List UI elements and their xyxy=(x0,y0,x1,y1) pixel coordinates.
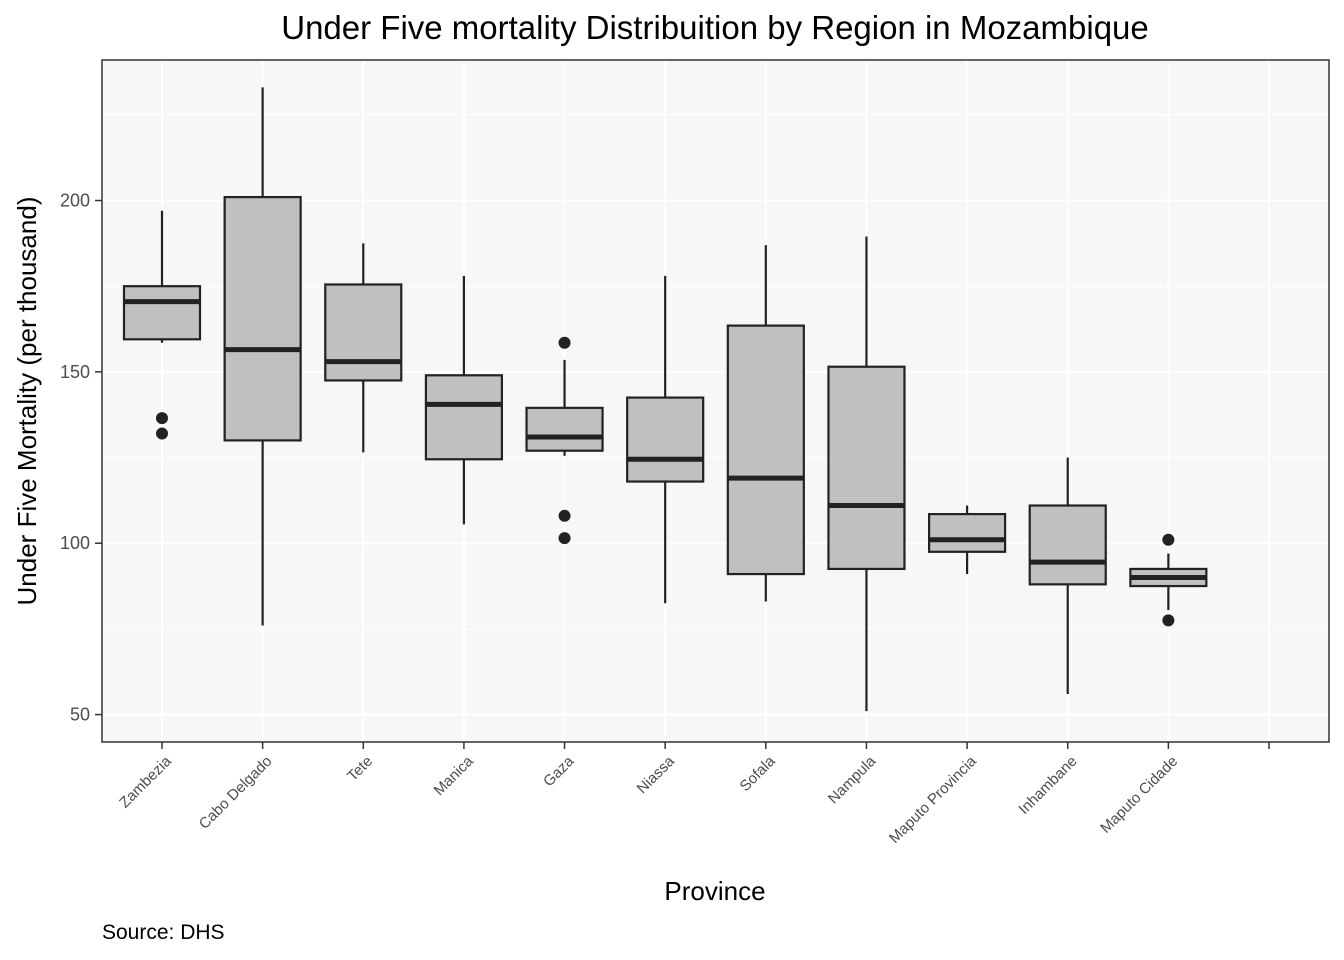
box-body xyxy=(525,406,604,452)
plot-border xyxy=(101,59,1330,743)
x-tick-label: Maputo Cidade xyxy=(1097,753,1181,837)
outlier-point xyxy=(558,336,571,349)
box-body xyxy=(324,283,403,382)
box-body xyxy=(223,195,302,442)
x-tick-label: Sofala xyxy=(737,752,780,795)
x-tick-label: Niassa xyxy=(634,752,679,797)
chart-title: Under Five mortality Distribuition by Re… xyxy=(281,9,1149,46)
box-body xyxy=(626,396,705,483)
x-axis-title: Province xyxy=(664,876,765,906)
box-nampula xyxy=(827,236,906,712)
outlier-point xyxy=(1162,533,1175,546)
x-tick-label: Zambezia xyxy=(116,752,175,811)
box-body xyxy=(827,365,906,571)
outlier-point xyxy=(156,412,168,425)
y-tick-label: 150 xyxy=(60,362,90,382)
y-tick-label: 200 xyxy=(60,191,90,211)
box-body xyxy=(1028,504,1107,586)
box-manica xyxy=(424,275,504,525)
x-tick-label: Tete xyxy=(344,753,376,785)
x-tick-label: Cabo Delgado xyxy=(196,753,276,833)
x-tick-label: Inhambane xyxy=(1015,753,1080,818)
y-tick-label: 50 xyxy=(70,705,90,725)
outlier-point xyxy=(156,427,168,440)
x-tick-label: Nampula xyxy=(825,752,880,807)
box-gaza xyxy=(525,336,604,545)
boxes xyxy=(122,87,1208,712)
box-inhambane xyxy=(1028,457,1107,695)
outlier-point xyxy=(558,509,571,522)
box-maputo-provincia xyxy=(927,505,1007,575)
box-tete xyxy=(324,243,403,453)
chart-caption: Source: DHS xyxy=(102,921,225,944)
plot-panel xyxy=(102,60,1329,742)
box-niassa xyxy=(626,275,705,604)
box-cabo-delgado xyxy=(223,87,302,626)
outlier-point xyxy=(1162,614,1175,627)
box-body xyxy=(726,324,805,576)
box-body xyxy=(122,285,202,341)
outlier-point xyxy=(558,532,571,545)
box-maputo-cidade xyxy=(1129,533,1208,627)
box-zambezia xyxy=(122,210,202,440)
x-tick-label: Manica xyxy=(431,752,478,799)
y-axis-title: Under Five Mortality (per thousand) xyxy=(12,197,42,606)
x-tick-label: Maputo Provincia xyxy=(886,752,980,846)
box-body xyxy=(424,374,504,461)
box-body xyxy=(927,512,1007,553)
box-sofala xyxy=(726,245,805,602)
y-tick-label: 100 xyxy=(60,533,90,553)
x-tick-label: Gaza xyxy=(540,752,578,790)
